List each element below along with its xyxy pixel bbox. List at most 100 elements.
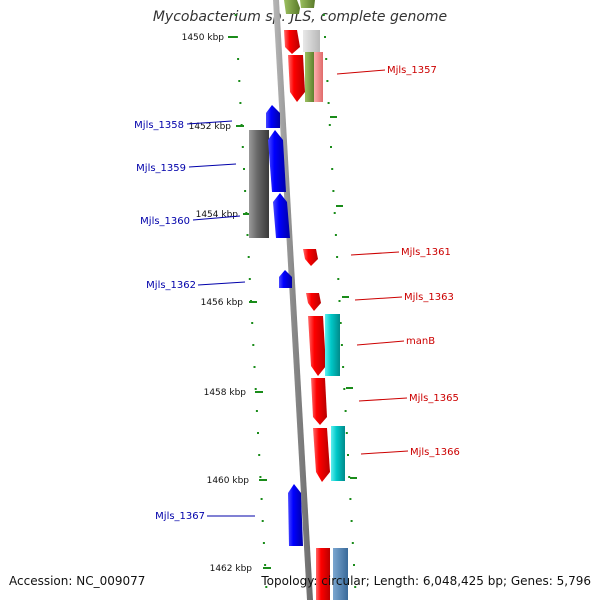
genes-value: 5,796	[556, 574, 591, 588]
tick-dot	[354, 586, 357, 588]
tick-dot	[244, 190, 247, 192]
length-value: 6,048,425 bp	[422, 574, 503, 588]
tick-dot	[327, 102, 330, 104]
kbp-tick-label: 1456 kbp	[201, 298, 244, 308]
label-leader-lines	[186, 69, 409, 517]
tick-dot	[260, 498, 263, 500]
tick-dot	[253, 366, 256, 368]
tick-dot	[348, 476, 351, 478]
gene-arrow-mjls-1366[interactable]	[313, 428, 330, 482]
gene-arrow-partial[interactable]	[300, 0, 315, 8]
feature-bar-cyan[interactable]	[331, 426, 345, 481]
accession-label: Accession:	[9, 574, 73, 588]
tick-dot	[261, 520, 264, 522]
tick-dot	[238, 80, 241, 82]
gene-arrow-mjls-1357[interactable]	[288, 55, 305, 102]
tick-dot	[234, 14, 237, 16]
gene-label-mjls-1362[interactable]: Mjls_1362	[146, 280, 196, 291]
gene-arrow-mjls-1359[interactable]	[268, 130, 286, 192]
tick-dot	[342, 366, 345, 368]
tick-dot	[344, 410, 347, 412]
tick-dot	[239, 102, 242, 104]
gene-arrow-mjls-1360[interactable]	[273, 193, 290, 238]
kbp-tick-label: 1462 kbp	[210, 564, 253, 574]
gene-label-mjls-1357[interactable]: Mjls_1357	[387, 65, 437, 76]
tick-dot	[235, 36, 238, 38]
gene-label-mjls-1360[interactable]: Mjls_1360	[140, 216, 190, 227]
gene-arrow-partial[interactable]	[316, 548, 330, 600]
kbp-tick-label: 1460 kbp	[207, 476, 250, 486]
gene-label-mjls-1365[interactable]: Mjls_1365	[409, 393, 459, 404]
tick-dot	[351, 542, 354, 544]
tick-dot	[247, 256, 250, 258]
accession-info: Accession: NC_009077	[9, 574, 145, 588]
accession-value: NC_009077	[76, 574, 146, 588]
tick-dot	[345, 432, 348, 434]
tick-dot	[332, 190, 335, 192]
tick-dot	[340, 344, 343, 346]
kbp-tick-label: 1450 kbp	[182, 33, 225, 43]
tick-dot	[258, 454, 261, 456]
tick-dot	[252, 344, 255, 346]
gene-arrow-mjls-1367[interactable]	[288, 484, 303, 546]
feature-bar-cyan[interactable]	[325, 314, 340, 376]
tick-dot	[339, 322, 342, 324]
tick-dot	[257, 432, 259, 434]
tick-dot	[324, 36, 326, 38]
tick-dots-right	[322, 14, 357, 588]
kbp-tick-label: 1452 kbp	[189, 122, 232, 132]
tick-dot	[262, 542, 265, 544]
tick-dot	[248, 278, 251, 280]
tick-dot	[241, 146, 244, 148]
tick-dot	[349, 498, 352, 500]
genome-summary: Topology: circular; Length: 6,048,425 bp…	[261, 574, 591, 588]
tick-dot	[328, 124, 331, 126]
gene-arrow-partial[interactable]	[284, 30, 300, 54]
gene-label-mjls-1361[interactable]: Mjls_1361	[401, 247, 451, 258]
gene-label-mjls-1359[interactable]: Mjls_1359	[136, 163, 186, 174]
feature-bar[interactable]	[314, 52, 323, 102]
tick-dot	[322, 14, 325, 16]
tick-dot	[254, 388, 257, 390]
tick-dot	[243, 168, 245, 170]
topology-label: Topology:	[261, 574, 318, 588]
feature-bar-steel[interactable]	[333, 548, 348, 600]
tick-dot	[338, 300, 341, 302]
gene-arrow-manb[interactable]	[308, 316, 326, 376]
tick-dot	[237, 58, 240, 60]
gene-arrow-mjls-1361[interactable]	[303, 249, 318, 266]
gene-arrow-mjls-1363[interactable]	[306, 293, 321, 311]
tick-dot	[336, 256, 339, 258]
kbp-ticks: 1450 kbp 1452 kbp 1454 kbp 1456 kbp 1458…	[182, 33, 271, 574]
gene-labels: Mjls_1357 Mjls_1358 Mjls_1359 Mjls_1360 …	[134, 65, 460, 522]
tick-dot	[255, 410, 258, 412]
tick-dot	[347, 454, 349, 456]
gene-label-manb[interactable]: manB	[406, 336, 435, 347]
topology-value: circular	[321, 574, 366, 588]
gene-label-mjls-1363[interactable]: Mjls_1363	[404, 292, 454, 303]
tick-dot	[337, 278, 340, 280]
tick-dot	[325, 58, 328, 60]
tick-dot	[264, 564, 267, 566]
tick-dot	[334, 234, 337, 236]
gene-label-mjls-1367[interactable]: Mjls_1367	[155, 511, 205, 522]
gene-arrow-mjls-1358[interactable]	[266, 105, 280, 128]
gene-arrow-partial[interactable]	[284, 0, 300, 14]
gene-arrow-mjls-1362[interactable]	[279, 270, 292, 288]
tick-dot	[350, 520, 353, 522]
gene-label-mjls-1358[interactable]: Mjls_1358	[134, 120, 184, 131]
tick-dot	[259, 476, 262, 478]
feature-bar-gray[interactable]	[249, 130, 269, 238]
gene-arrow-partial[interactable]	[303, 30, 320, 52]
feature-bar[interactable]	[305, 52, 315, 102]
kbp-tick-label: 1458 kbp	[204, 388, 247, 398]
forward-strand-features	[284, 0, 348, 600]
gene-label-mjls-1366[interactable]: Mjls_1366	[410, 447, 460, 458]
tick-dot	[343, 388, 346, 390]
tick-dot	[330, 146, 332, 148]
right-tick-dashes	[330, 116, 357, 479]
tick-dot	[251, 322, 254, 324]
tick-dot	[246, 234, 249, 236]
gene-arrow-mjls-1365[interactable]	[311, 378, 327, 425]
